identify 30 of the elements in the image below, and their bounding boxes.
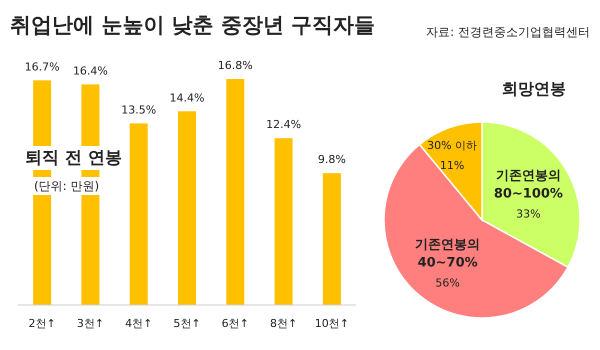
chart-title: 취업난에 눈높이 낮춘 중장년 구직자들 [10,13,376,37]
slice-label: 30% 이하 [427,139,478,152]
data-label: 12.4% [266,118,302,132]
data-label: 16.8% [218,59,253,72]
slice-label: 기존연봉의 40~70% [415,238,480,271]
x-tick-label: 4천↑ [125,317,152,330]
x-tick-label: 2천↑ [28,317,56,330]
bar [274,138,293,305]
data-label: 14.4% [170,91,204,104]
x-tick-label: 5천↑ [173,317,201,330]
annotation: (단위: 만원) [34,179,100,193]
data-label: 9.8% [318,153,346,166]
text: 자료: 전경련중소기업협력센터 [426,25,590,39]
x-tick-label: 3천↑ [76,317,104,330]
bar [322,173,341,305]
bar [130,123,148,305]
data-label: 11% [440,159,464,172]
x-tick-label: 10천↑ [314,317,349,330]
bar [226,79,244,305]
data-label: 16.4% [72,64,108,78]
data-label: 13.5% [121,103,156,116]
x-tick-label: 6천↑ [222,317,249,330]
data-label: 56% [435,276,460,290]
text: 퇴직 전 연봉 [25,148,122,168]
chart-title: 희망연봉 [502,79,566,98]
data-label: 33% [516,208,541,221]
data-label: 16.7% [24,60,60,74]
slice-label: 기존연봉의 80~100% [494,168,563,202]
x-tick-label: 8천↑ [270,317,298,330]
bar [178,111,196,305]
